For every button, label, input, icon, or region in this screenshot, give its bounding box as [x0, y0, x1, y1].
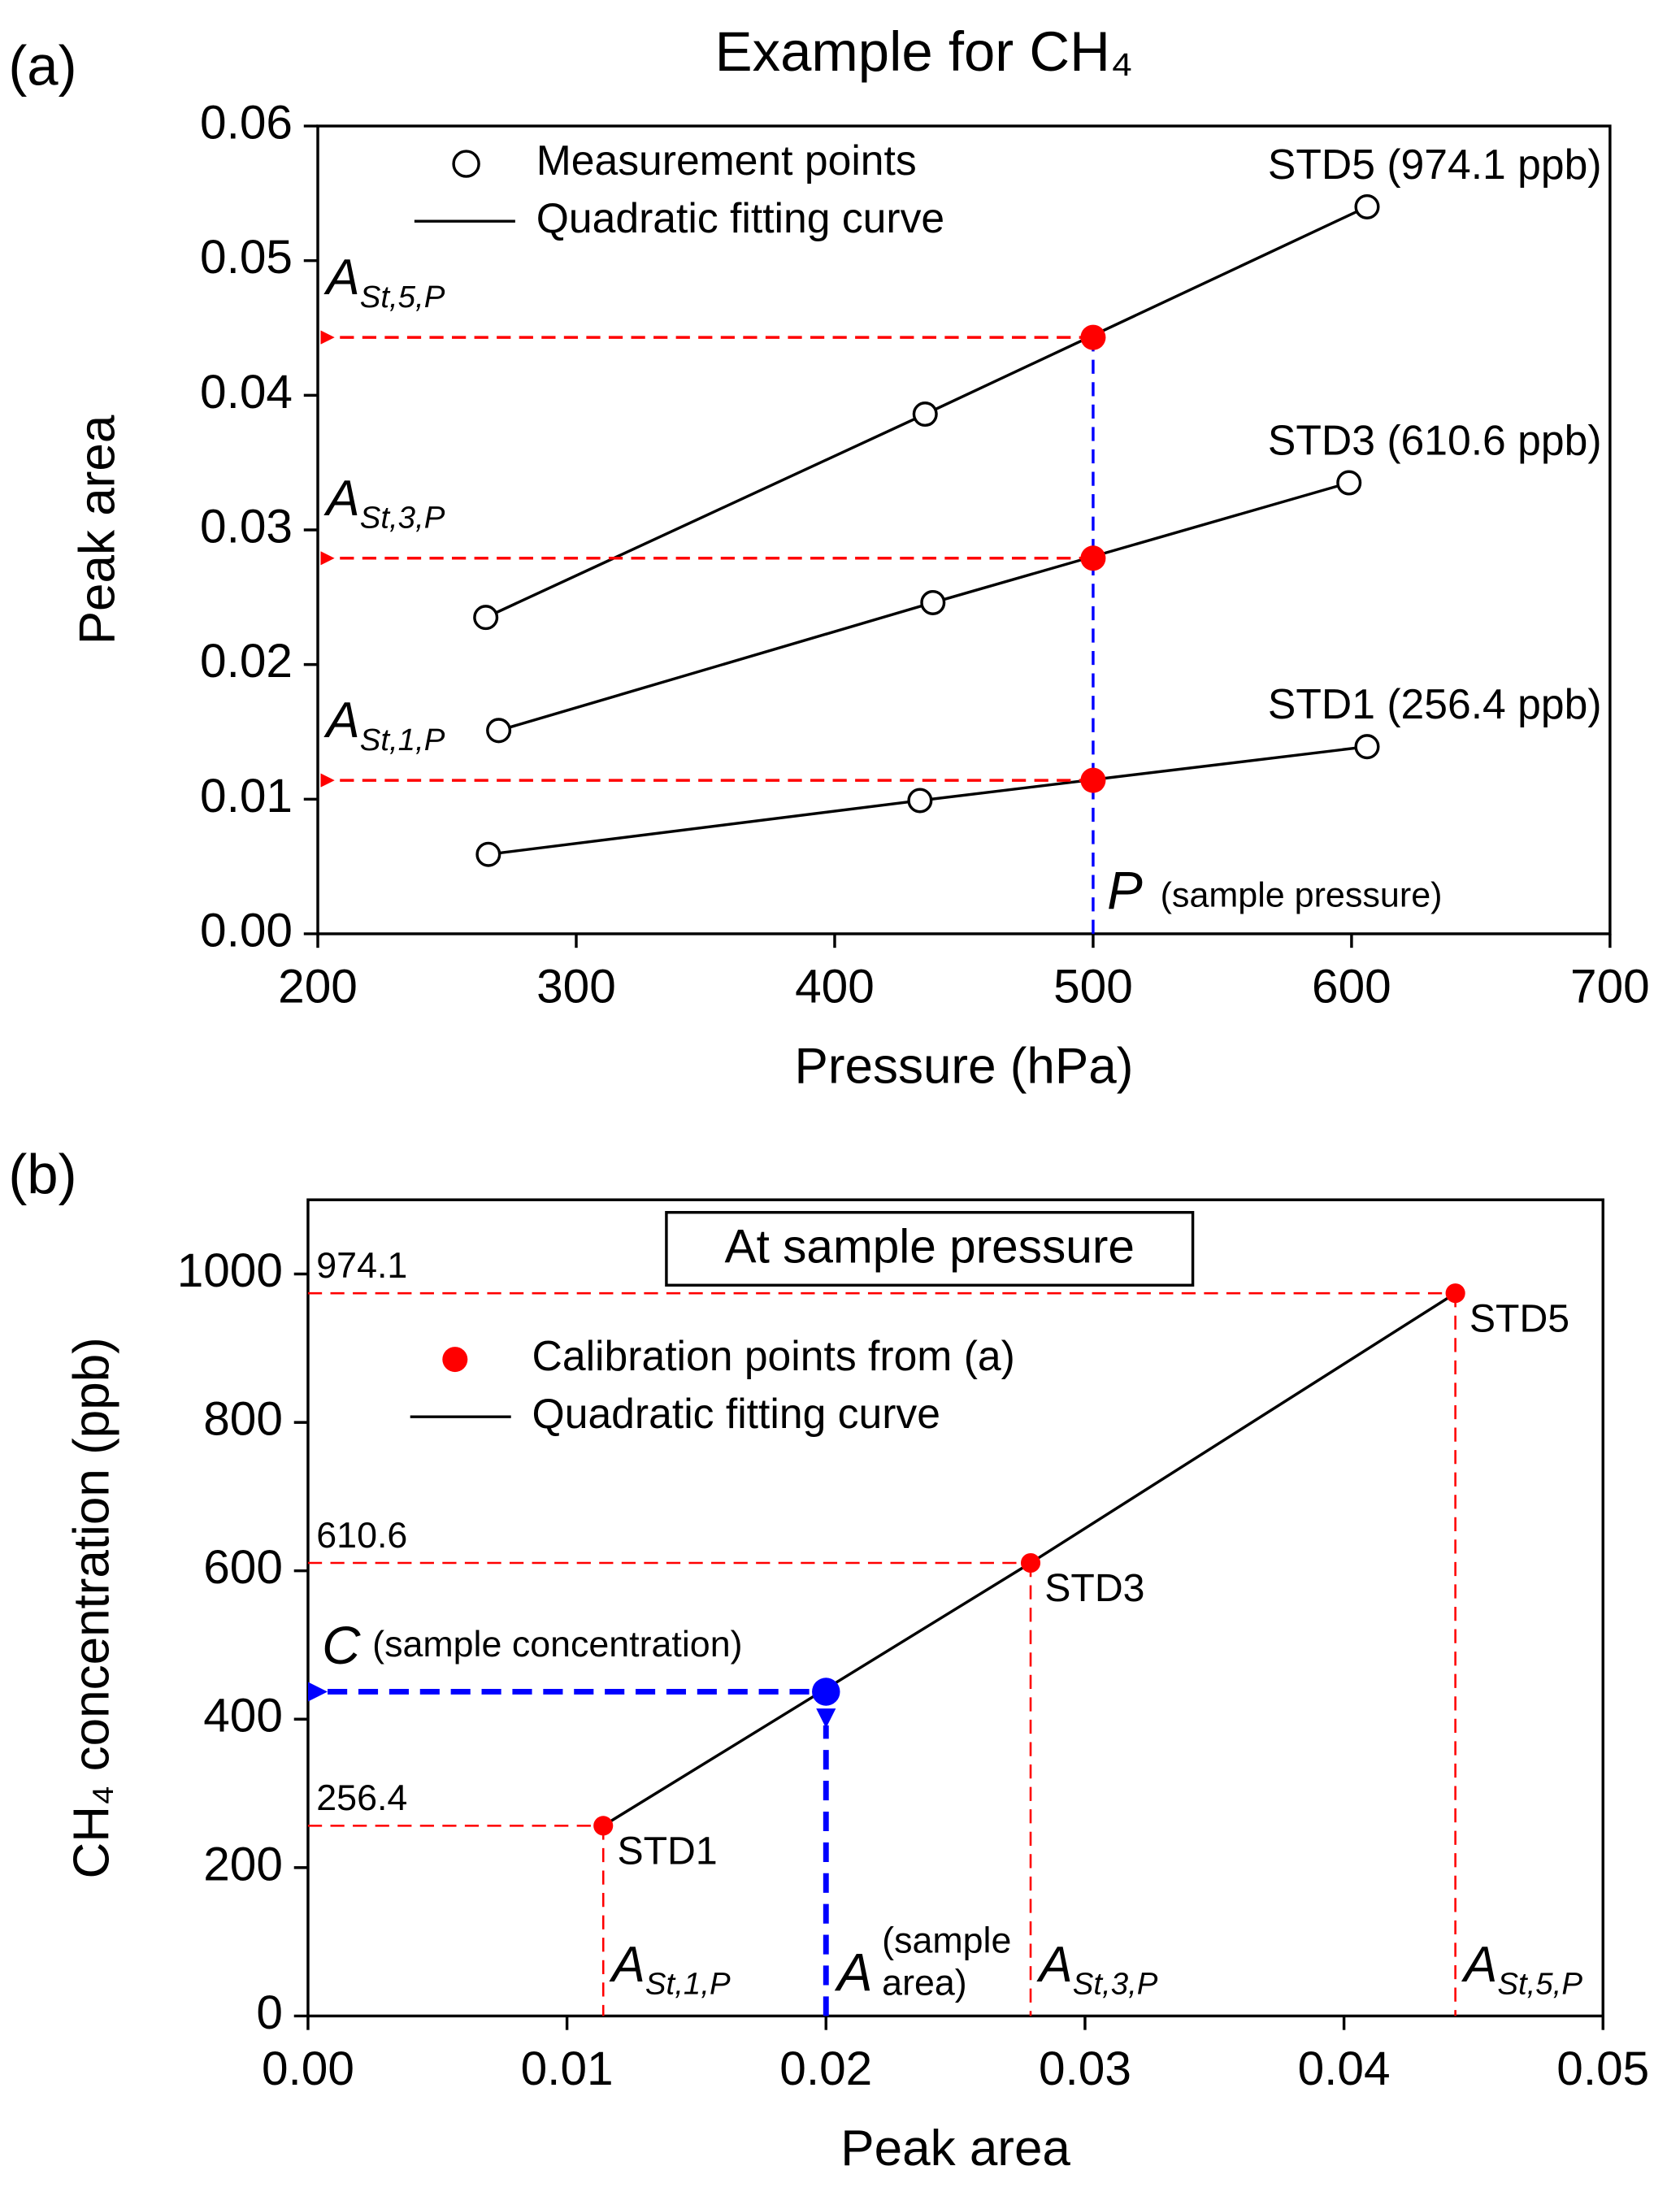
x-tick-label: 0.04	[1298, 2042, 1391, 2095]
legend-label: Quadratic fitting curve	[536, 194, 944, 241]
annotation: ASt,1,P	[609, 1937, 731, 2001]
annotation: ASt,3,P	[1035, 1937, 1157, 2001]
sample-note: (sample pressure)	[1161, 876, 1443, 915]
annotation-sub: St,5,P	[360, 280, 445, 315]
annotation-main: A	[323, 693, 359, 749]
sample-y-note: (sample concentration)	[372, 1624, 742, 1665]
legend-marker	[442, 1347, 468, 1373]
y-tick-label: 0.03	[200, 500, 293, 553]
measurement-point	[486, 718, 512, 744]
x-tick-label: 500	[1053, 960, 1133, 1013]
y-tick-label: 0.05	[200, 231, 293, 284]
y-tick-label: 1000	[177, 1244, 283, 1297]
measurement-point	[1354, 193, 1380, 219]
annotation-main: A	[1035, 1937, 1072, 1993]
calibration-point	[1445, 1283, 1465, 1304]
chart-title: Example for CH₄	[715, 20, 1133, 83]
measurement-point	[1354, 734, 1380, 760]
x-tick-label: 300	[536, 960, 616, 1013]
annotation-main: A	[323, 250, 359, 306]
value-label: 610.6	[316, 1515, 407, 1556]
series-label: STD5 (974.1 ppb)	[1268, 141, 1602, 188]
x-tick-label: 0.01	[521, 2042, 614, 2095]
legend-label: Quadratic fitting curve	[532, 1390, 940, 1437]
point-label: STD5	[1469, 1296, 1569, 1340]
annotation-sub: St,3,P	[360, 501, 445, 536]
annotation-sub: St,5,P	[1497, 1967, 1582, 2002]
legend-label: Measurement points	[536, 137, 917, 184]
measurement-point	[907, 788, 933, 814]
measurement-point	[473, 605, 499, 631]
calibration-point	[1020, 1552, 1041, 1573]
x-tick-label: 0.02	[779, 2042, 872, 2095]
x-axis-label: Pressure (hPa)	[794, 1038, 1133, 1094]
series-label: STD1 (256.4 ppb)	[1268, 680, 1602, 727]
sample-x-note: (sample	[882, 1921, 1011, 1961]
annotation-sub: St,3,P	[1073, 1967, 1158, 2002]
annotation: ASt,5,P	[323, 250, 445, 315]
annotation: ASt,1,P	[323, 693, 445, 757]
x-tick-label: 200	[278, 960, 358, 1013]
annotation-main: A	[1461, 1937, 1497, 1993]
panel-label: (a)	[8, 34, 76, 97]
sample-x-note: area)	[882, 1962, 967, 2003]
legend-label: Calibration points from (a)	[532, 1332, 1015, 1379]
plot-frame	[316, 124, 1612, 935]
panel-label: (b)	[8, 1144, 76, 1206]
y-tick-label: 400	[203, 1690, 283, 1743]
y-tick-label: 800	[203, 1393, 283, 1446]
y-axis-label: Peak area	[69, 415, 125, 645]
x-tick-label: 0.00	[262, 2042, 354, 2095]
x-tick-label: 600	[1312, 960, 1391, 1013]
point-label: STD1	[617, 1830, 717, 1873]
x-tick-label: 0.05	[1556, 2042, 1649, 2095]
annotation-main: A	[323, 471, 359, 527]
annotation-main: A	[609, 1937, 645, 1993]
y-tick-label: 0.06	[200, 97, 293, 150]
measurement-point	[920, 589, 946, 615]
interpolated-point	[1080, 545, 1106, 571]
interpolated-point	[1080, 324, 1106, 350]
point-label: STD3	[1044, 1566, 1144, 1610]
x-tick-label: 400	[795, 960, 875, 1013]
sample-x-main: A	[834, 1942, 873, 2002]
value-label: 256.4	[316, 1777, 407, 1818]
sample-point	[812, 1678, 840, 1706]
y-tick-label: 0.02	[200, 635, 293, 688]
annotation: ASt,3,P	[323, 471, 445, 535]
measurement-point	[1336, 470, 1362, 496]
series-label: STD3 (610.6 ppb)	[1268, 416, 1602, 463]
y-tick-label: 0	[256, 1986, 283, 2039]
sample-label: P	[1107, 861, 1143, 920]
y-tick-label: 0.00	[200, 904, 293, 957]
title-box	[665, 1210, 1195, 1287]
y-tick-label: 200	[203, 1838, 283, 1890]
y-tick-label: 0.01	[200, 770, 293, 823]
x-tick-label: 0.03	[1039, 2042, 1131, 2095]
x-tick-label: 700	[1570, 960, 1650, 1013]
y-axis-label: CH₄ concentration (ppb)	[64, 1337, 120, 1878]
annotation-sub: St,1,P	[645, 1967, 731, 2002]
calibration-point	[593, 1816, 614, 1836]
y-tick-label: 600	[203, 1541, 283, 1594]
measurement-point	[475, 841, 501, 867]
interpolated-point	[1080, 767, 1106, 793]
plot-frame	[306, 1198, 1604, 2018]
annotation: ASt,5,P	[1461, 1937, 1582, 2001]
measurement-point	[912, 402, 938, 428]
annotation-sub: St,1,P	[360, 723, 445, 757]
legend-marker	[452, 150, 480, 178]
sample-y-main: C	[322, 1616, 361, 1675]
x-axis-label: Peak area	[840, 2120, 1070, 2177]
value-label: 974.1	[316, 1245, 407, 1286]
y-tick-label: 0.04	[200, 366, 293, 419]
box-title: At sample pressure	[725, 1221, 1135, 1274]
